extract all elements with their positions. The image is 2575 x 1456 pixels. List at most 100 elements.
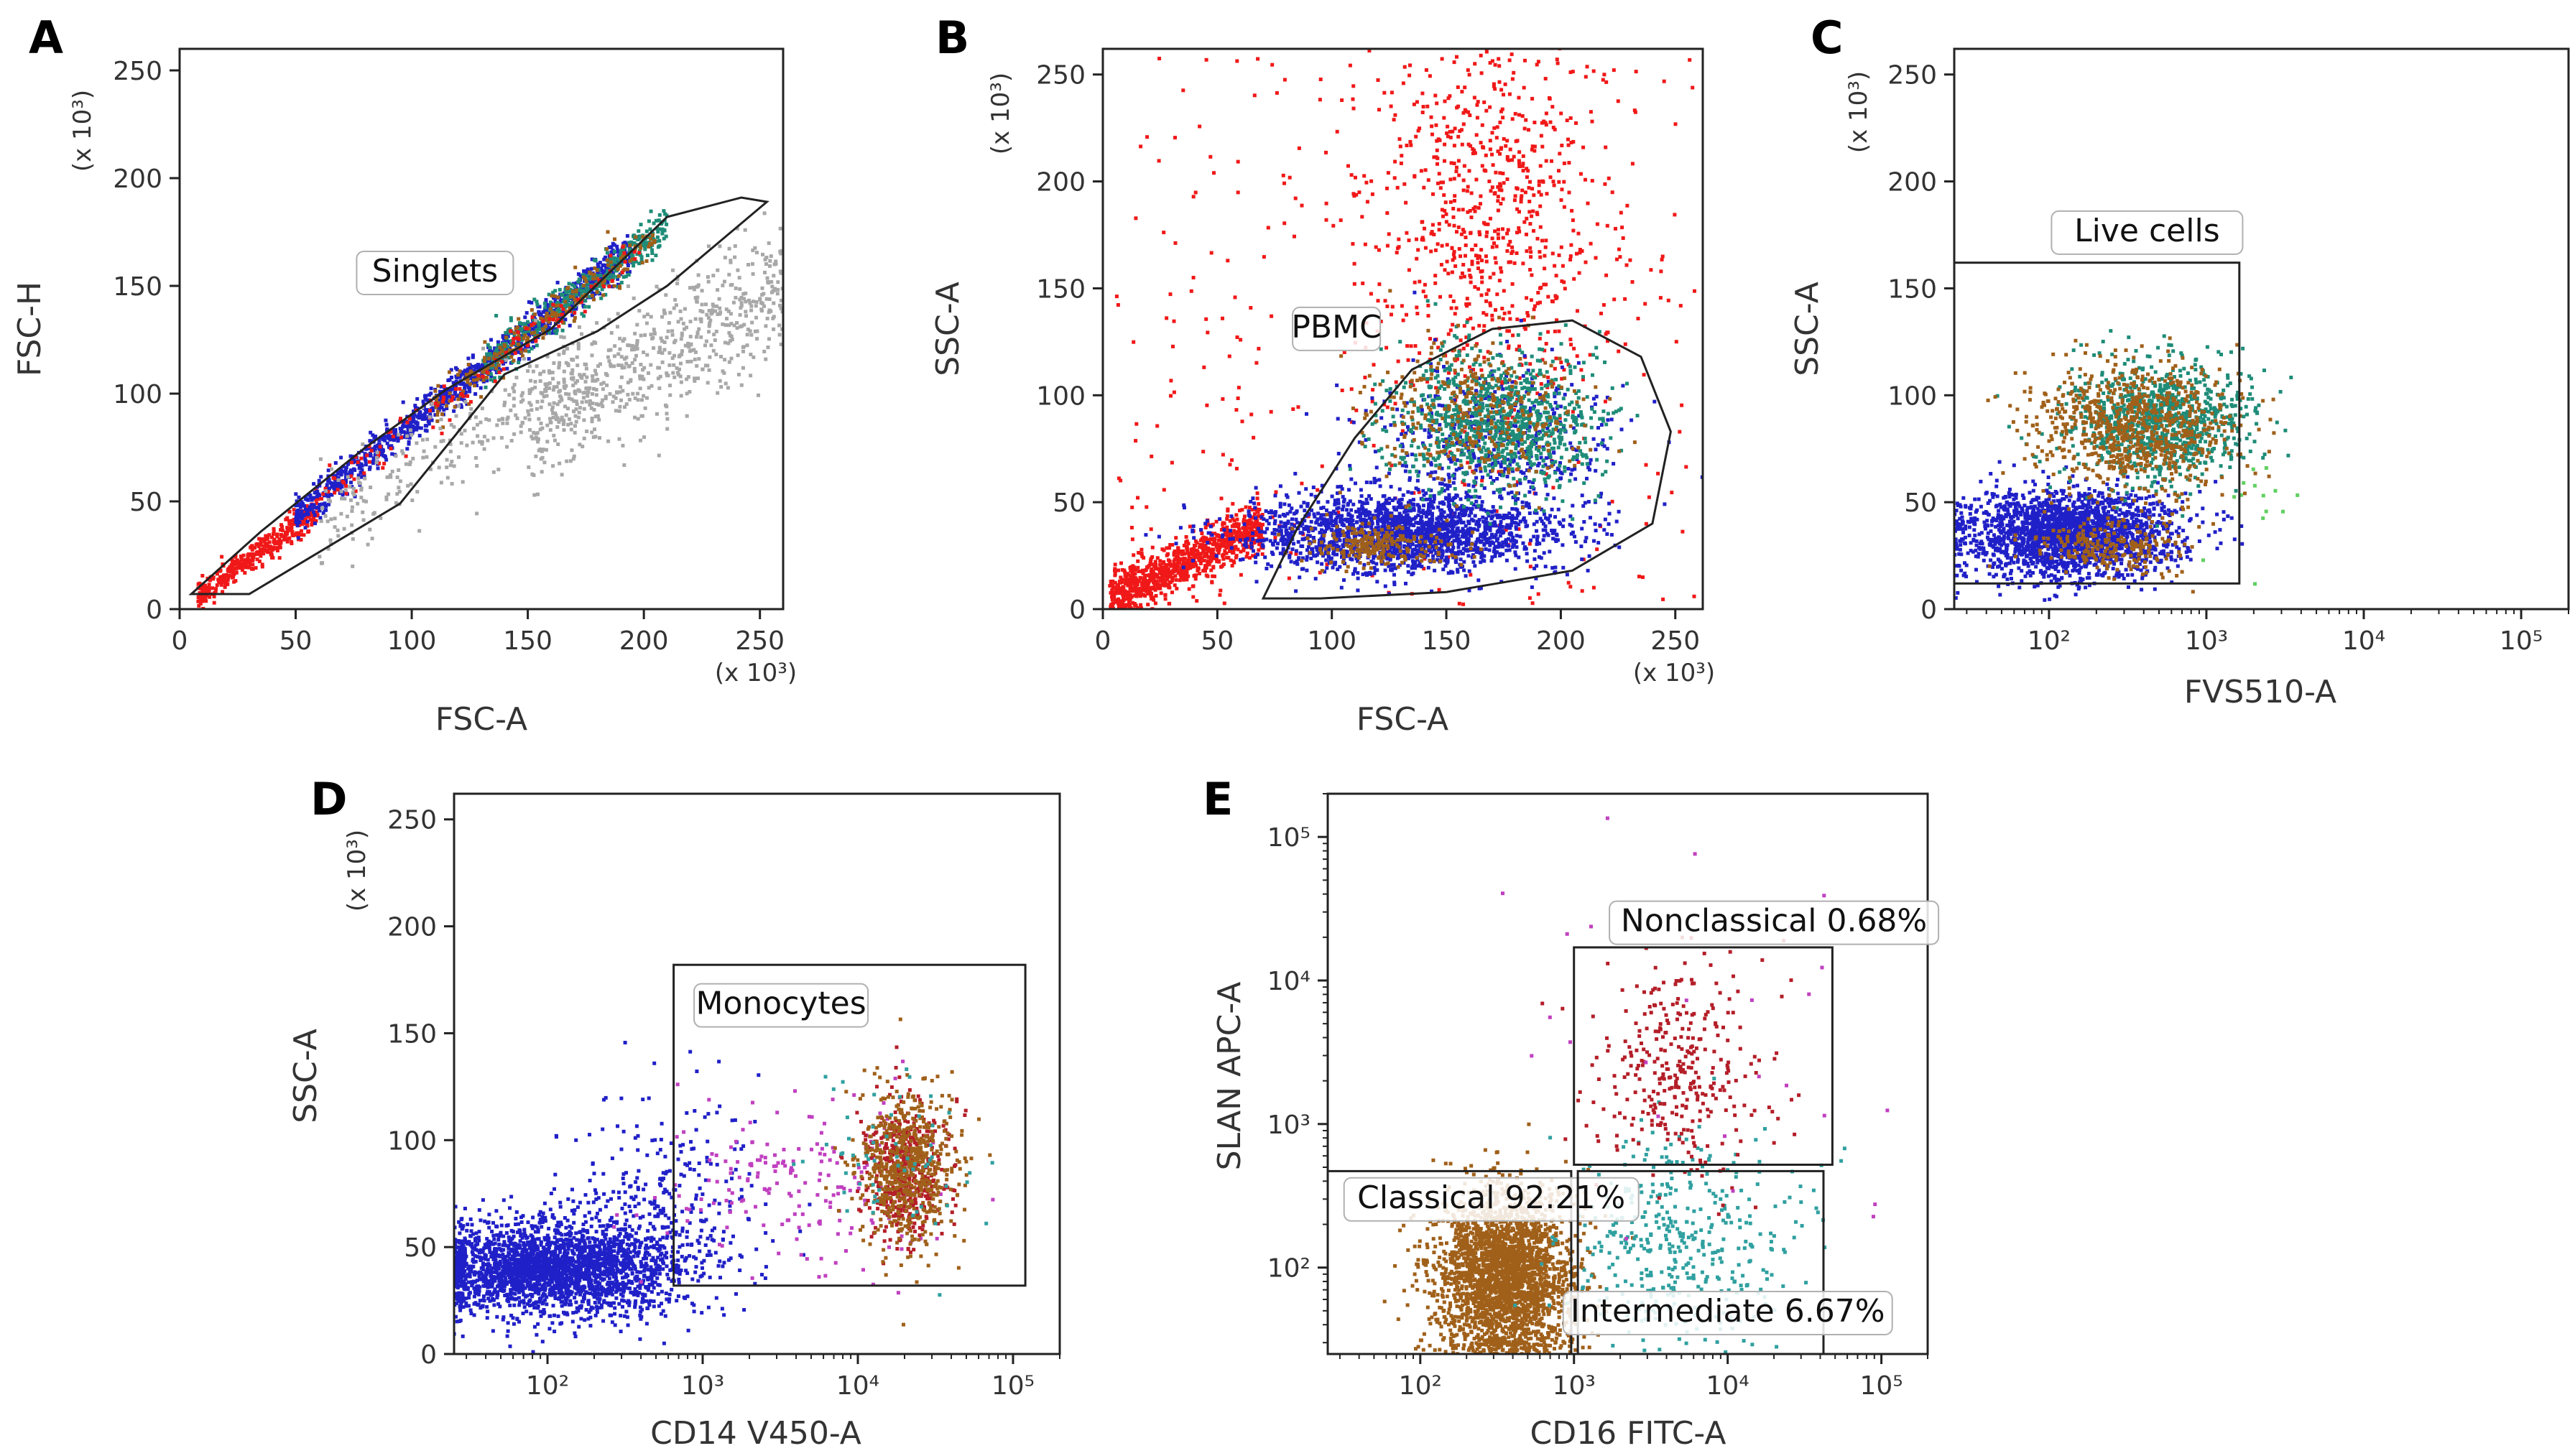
point: [303, 507, 308, 511]
point: [1415, 256, 1419, 261]
point: [593, 379, 598, 383]
gate-label-box: [356, 251, 514, 295]
point: [450, 482, 454, 486]
point: [336, 488, 340, 492]
point: [295, 521, 300, 525]
point: [545, 307, 550, 312]
point: [1553, 366, 1557, 371]
point: [502, 337, 506, 341]
point: [1461, 208, 1465, 212]
point: [1155, 424, 1160, 428]
point: [328, 538, 333, 542]
point: [361, 442, 365, 446]
point: [539, 421, 543, 425]
point: [356, 460, 360, 465]
point: [438, 427, 443, 430]
point: [1191, 276, 1196, 279]
point: [1226, 259, 1230, 263]
point: [321, 492, 325, 496]
point: [577, 277, 581, 282]
point: [555, 300, 560, 305]
point: [387, 430, 391, 435]
point: [1399, 161, 1403, 165]
point: [1506, 416, 1510, 420]
point: [1110, 598, 1114, 602]
point: [697, 357, 701, 361]
point: [573, 389, 578, 394]
point: [1517, 229, 1522, 233]
point: [1198, 545, 1202, 550]
point: [553, 438, 557, 442]
point: [1114, 295, 1119, 299]
point: [1222, 601, 1226, 606]
point: [577, 287, 581, 292]
point: [559, 417, 563, 422]
point: [737, 276, 741, 280]
point: [428, 412, 433, 417]
point: [1219, 588, 1223, 593]
point: [1612, 68, 1616, 73]
point: [352, 493, 356, 497]
point: [608, 277, 612, 281]
point: [427, 422, 431, 426]
point: [356, 501, 360, 506]
point: [739, 301, 744, 305]
point: [1456, 104, 1461, 108]
point: [1232, 519, 1236, 523]
point: [1354, 175, 1357, 180]
point: [1236, 159, 1240, 164]
point: [638, 374, 642, 379]
point: [576, 279, 581, 284]
point: [718, 244, 722, 249]
point: [775, 292, 780, 296]
point: [1202, 558, 1206, 562]
point: [349, 474, 353, 478]
point: [1206, 330, 1210, 335]
point: [768, 264, 772, 268]
point: [243, 571, 247, 575]
point: [326, 547, 330, 551]
point: [388, 475, 392, 479]
point: [1235, 517, 1239, 521]
point: [517, 342, 520, 346]
point: [1237, 534, 1242, 539]
point: [648, 227, 652, 231]
point: [1152, 598, 1156, 602]
point: [562, 335, 566, 340]
point: [399, 417, 402, 421]
point: [351, 486, 356, 491]
point: [1649, 268, 1653, 272]
point: [591, 402, 595, 405]
point: [504, 330, 508, 335]
point: [466, 380, 470, 384]
point: [591, 435, 596, 440]
point: [1234, 408, 1239, 412]
point: [552, 361, 556, 365]
point: [1462, 230, 1466, 234]
point: [441, 425, 445, 430]
point: [435, 419, 440, 423]
point: [1169, 379, 1173, 383]
point: [606, 269, 610, 273]
point: [657, 238, 662, 243]
point: [450, 395, 455, 399]
point: [1257, 502, 1261, 506]
point: [599, 382, 604, 386]
gate-singlets[interactable]: [188, 196, 769, 595]
point: [1137, 591, 1140, 595]
point: [1237, 527, 1242, 532]
point: [607, 257, 611, 261]
point: [1274, 490, 1278, 494]
point: [540, 325, 545, 329]
point: [523, 416, 527, 420]
point: [310, 498, 314, 502]
point: [686, 375, 690, 379]
point: [1479, 248, 1484, 252]
point: [277, 556, 282, 560]
point: [485, 370, 489, 374]
point: [484, 385, 488, 389]
point: [419, 426, 423, 430]
point: [1242, 529, 1247, 534]
point: [616, 277, 620, 281]
